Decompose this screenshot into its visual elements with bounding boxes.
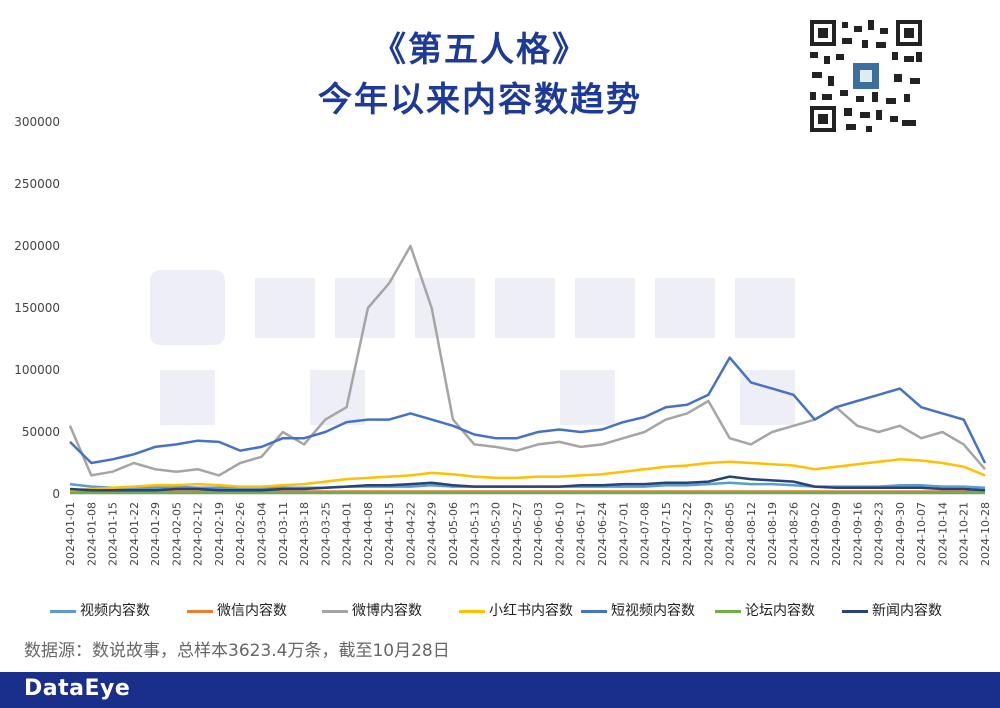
x-tick-label: 2024-05-13 — [468, 502, 481, 566]
chart-title-line2: 今年以来内容数趋势 — [318, 80, 642, 120]
y-tick-label: 250000 — [14, 177, 60, 191]
legend-swatch — [187, 609, 213, 613]
series-lines — [68, 244, 987, 495]
legend-label: 小红书内容数 — [489, 603, 573, 619]
source-note: 数据源：数说故事，总样本3623.4万条，截至10月28日 — [24, 641, 450, 661]
x-tick-label: 2024-10-14 — [936, 502, 949, 566]
x-tick-label: 2024-10-21 — [958, 502, 971, 566]
x-tick-label: 2024-03-11 — [277, 502, 290, 566]
legend-swatch — [715, 609, 741, 613]
x-tick-label: 2024-07-08 — [639, 502, 652, 566]
legend-item: 视频内容数 — [50, 600, 150, 620]
legend-item: 新闻内容数 — [842, 600, 942, 620]
y-tick-label: 0 — [52, 487, 60, 501]
x-tick-label: 2024-02-26 — [234, 502, 247, 566]
x-tick-label: 2024-07-01 — [617, 502, 630, 566]
x-tick-label: 2024-09-30 — [894, 502, 907, 566]
y-axis-labels: 0 50000 100000 150000 200000 250000 300000 — [14, 115, 60, 501]
x-tick-label: 2024-01-29 — [149, 502, 162, 566]
x-tick-label: 2024-10-07 — [915, 502, 928, 566]
line-chart: 0 50000 100000 150000 200000 250000 300000 202… — [14, 115, 992, 566]
legend-item: 短视频内容数 — [581, 600, 695, 620]
legend-label: 微信内容数 — [217, 603, 287, 619]
x-tick-label: 2024-07-15 — [660, 502, 673, 566]
legend-label: 论坛内容数 — [745, 603, 815, 619]
legend-swatch — [322, 609, 348, 613]
x-tick-label: 2024-09-09 — [830, 502, 843, 566]
chart-title-line1: 《第五人格》 — [372, 30, 588, 70]
x-axis-labels: 2024-01-01 2024-01-08 2024-01-15 2024-01-22… — [64, 502, 992, 566]
x-tick-label: 2024-08-26 — [787, 502, 800, 566]
legend-swatch — [581, 609, 607, 613]
x-tick-label: 2024-08-05 — [724, 502, 737, 566]
x-tick-label: 2024-03-25 — [319, 502, 332, 566]
x-tick-label: 2024-06-24 — [596, 502, 609, 566]
x-tick-label: 2024-04-22 — [404, 502, 417, 566]
x-tick-label: 2024-04-15 — [383, 502, 396, 566]
x-tick-label: 2024-07-22 — [681, 502, 694, 566]
x-tick-label: 2024-09-02 — [809, 502, 822, 566]
y-tick-label: 100000 — [14, 363, 60, 377]
legend-label: 新闻内容数 — [872, 603, 942, 619]
legend-label: 短视频内容数 — [611, 603, 695, 619]
x-tick-label: 2024-09-23 — [873, 502, 886, 566]
x-tick-label: 2024-08-19 — [766, 502, 779, 566]
x-tick-label: 2024-06-17 — [575, 502, 588, 566]
legend-label: 视频内容数 — [80, 603, 150, 619]
x-tick-label: 2024-02-19 — [213, 502, 226, 566]
series-line-小红书内容数 — [69, 458, 986, 492]
x-tick-label: 2024-03-18 — [298, 502, 311, 566]
x-tick-label: 2024-07-29 — [702, 502, 715, 566]
y-tick-label: 200000 — [14, 239, 60, 253]
x-tick-label: 2024-05-06 — [447, 502, 460, 566]
x-tick-label: 2024-01-08 — [85, 502, 98, 566]
legend-item: 微博内容数 — [322, 600, 422, 620]
series-line-短视频内容数 — [69, 356, 987, 465]
legend-item: 论坛内容数 — [715, 600, 815, 620]
x-tick-label: 2024-04-08 — [362, 502, 375, 566]
x-tick-label: 2024-02-12 — [192, 502, 205, 566]
legend-item: 微信内容数 — [187, 600, 287, 620]
y-tick-label: 150000 — [14, 301, 60, 315]
x-tick-label: 2024-01-15 — [107, 502, 120, 566]
x-tick-label: 2024-06-03 — [532, 502, 545, 566]
x-tick-label: 2024-03-04 — [256, 502, 269, 566]
x-tick-label: 2024-02-05 — [170, 502, 183, 566]
legend-item: 小红书内容数 — [459, 600, 573, 620]
x-tick-label: 2024-06-10 — [553, 502, 566, 566]
x-tick-label: 2024-04-29 — [426, 502, 439, 566]
series-line-新闻内容数 — [69, 475, 986, 492]
x-tick-label: 2024-10-28 — [979, 502, 992, 566]
x-tick-label: 2024-01-22 — [128, 502, 141, 566]
y-tick-label: 50000 — [22, 425, 60, 439]
y-tick-label: 300000 — [14, 115, 60, 129]
legend-label: 微博内容数 — [352, 603, 422, 619]
legend-swatch — [459, 609, 485, 613]
footer-bar: DataEye — [0, 672, 1000, 708]
chart-legend: 视频内容数 微信内容数 微博内容数 小红书内容数 短视频内容数 论坛内容数 新闻内容数 — [0, 600, 1000, 622]
legend-swatch — [842, 609, 868, 613]
x-tick-label: 2024-08-12 — [745, 502, 758, 566]
qr-code-image — [806, 16, 926, 136]
x-tick-label: 2024-04-01 — [341, 502, 354, 566]
x-tick-label: 2024-05-27 — [511, 502, 524, 566]
x-tick-label: 2024-01-01 — [64, 502, 77, 566]
brand-logo-text: DataEye — [24, 676, 131, 701]
legend-swatch — [50, 609, 76, 613]
x-tick-label: 2024-09-16 — [851, 502, 864, 566]
x-tick-label: 2024-05-20 — [490, 502, 503, 566]
